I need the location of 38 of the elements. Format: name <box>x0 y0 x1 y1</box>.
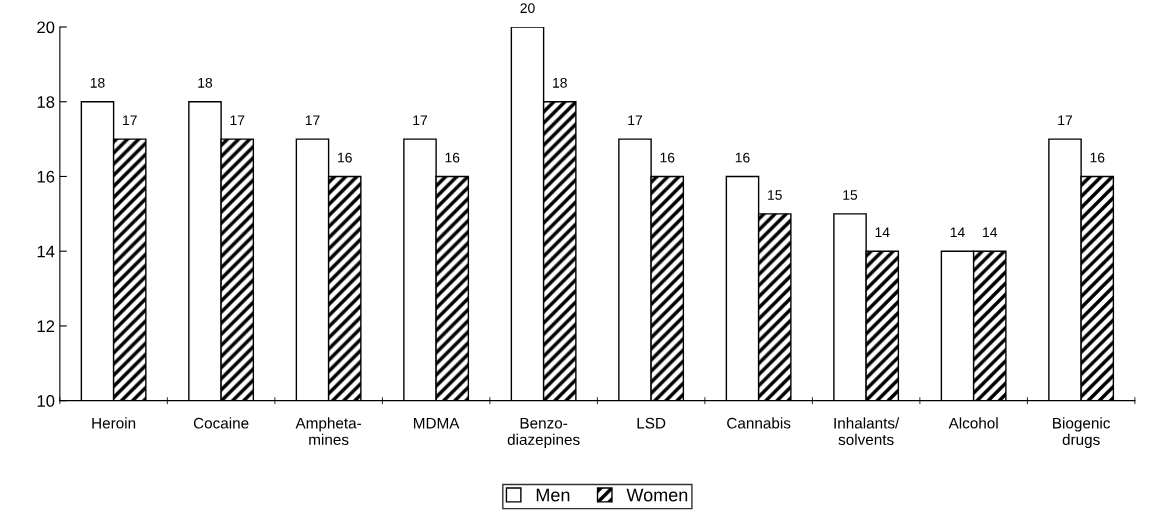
x-tick-label: Cocaine <box>193 417 249 429</box>
data-label: 17 <box>230 115 245 125</box>
data-label: 16 <box>1090 152 1105 163</box>
data-label: 17 <box>628 115 643 125</box>
y-tick-label: 10 <box>37 395 55 407</box>
data-label: 14 <box>983 227 998 238</box>
data-label: 14 <box>875 227 890 238</box>
y-tick-label: 12 <box>37 320 55 332</box>
y-tick-label: 16 <box>37 170 55 183</box>
data-label: 15 <box>843 190 858 200</box>
data-label: 14 <box>950 227 965 238</box>
legend-label: Men <box>536 488 570 502</box>
data-label: 18 <box>198 77 213 88</box>
data-label: 16 <box>735 152 750 163</box>
x-tick-label: Alcohol <box>948 417 998 429</box>
y-tick-label: 20 <box>37 21 55 34</box>
y-tick-label: 14 <box>37 245 55 258</box>
x-tick-label: Ampheta- mines <box>295 417 362 446</box>
x-tick-label: MDMA <box>414 417 460 429</box>
data-label: 20 <box>520 3 535 14</box>
x-tick-label: LSD <box>637 417 666 429</box>
data-label: 18 <box>553 77 567 88</box>
x-tick-label: Inhalants/ solvents <box>834 417 900 446</box>
data-label: 17 <box>413 115 428 125</box>
data-label: 15 <box>768 190 782 200</box>
x-tick-label: Heroin <box>92 417 136 429</box>
y-tick-label: 18 <box>37 96 55 108</box>
data-label: 17 <box>1058 115 1073 125</box>
data-label: 18 <box>90 77 105 88</box>
data-label: 16 <box>660 152 675 163</box>
legend-label: Women <box>626 488 688 502</box>
x-tick-label: Cannabis <box>727 417 791 429</box>
x-tick-label: Benzo- diazepines <box>507 417 580 449</box>
data-label: 16 <box>445 152 460 163</box>
x-tick-label: Biogenic drugs <box>1053 417 1111 449</box>
data-label: 17 <box>123 115 137 125</box>
data-label: 17 <box>305 115 320 125</box>
data-label: 16 <box>338 152 352 163</box>
